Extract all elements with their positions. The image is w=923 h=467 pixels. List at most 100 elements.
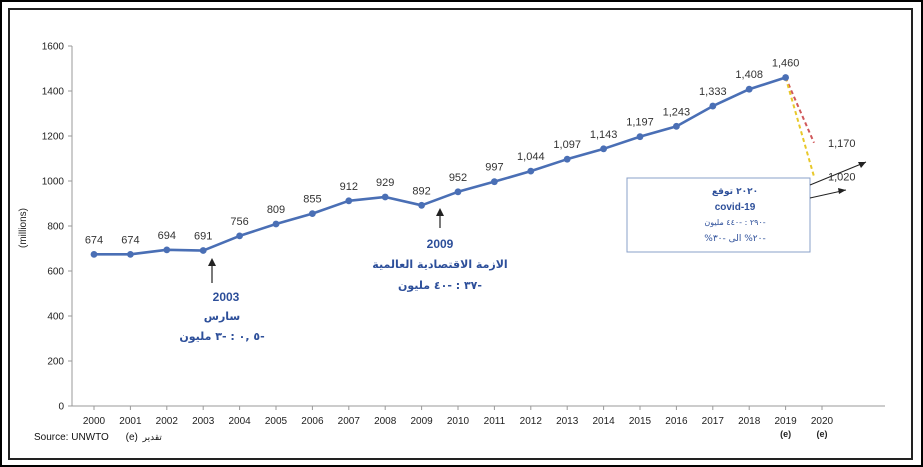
data-label: 1,197 — [626, 117, 654, 129]
y-tick-label: 1000 — [42, 177, 65, 188]
x-tick-sublabel: (e) — [817, 429, 828, 439]
x-tick-label: 2000 — [83, 416, 106, 427]
projection-lines: 1,170 1,020 — [784, 77, 856, 184]
estimate-marker: (e) — [125, 432, 138, 443]
x-tick-label: 2020 — [811, 416, 834, 427]
data-point — [163, 246, 171, 254]
x-tick-label: 2002 — [156, 416, 179, 427]
data-label: 892 — [412, 185, 430, 197]
y-tick-label: 1400 — [42, 87, 65, 98]
data-point — [309, 210, 316, 218]
y-axis-label: (millions) — [18, 208, 29, 248]
y-tick-label: 1200 — [42, 132, 65, 143]
x-tick-label: 2014 — [592, 416, 615, 427]
data-label: 1,243 — [663, 106, 691, 118]
inner-frame — [8, 8, 913, 460]
y-axis-ticks: 0 200 400 600 800 1000 1200 1400 1600 — [42, 42, 72, 413]
x-tick-label: 2006 — [301, 416, 324, 427]
data-label: 1,333 — [699, 86, 727, 98]
projection-line — [784, 77, 815, 177]
projection-line — [784, 77, 815, 144]
data-point — [236, 232, 244, 240]
y-tick-label: 1600 — [42, 42, 65, 53]
series-line — [94, 76, 786, 256]
data-point — [527, 167, 535, 175]
data-point — [272, 220, 280, 228]
annotation-2003-range: -٥ ,٠ : -٣ مليون — [179, 330, 264, 343]
covid-box-border — [626, 177, 811, 253]
y-tick-label: 800 — [47, 222, 64, 233]
x-tick-label: 2017 — [702, 416, 725, 427]
data-point — [563, 155, 571, 163]
y-tick-label: 200 — [47, 357, 64, 368]
estimate-label: تقدير — [142, 432, 162, 442]
projection-label: 1,020 — [828, 172, 856, 184]
data-point — [782, 74, 789, 81]
data-labels: 674 674 694 691 756 809 855 912 929 892 952 997 1,04… — [85, 58, 800, 247]
x-tick-label: 2003 — [192, 416, 215, 427]
data-label: 912 — [340, 181, 358, 193]
x-tick-label: 2001 — [119, 416, 142, 427]
x-tick-label: 2011 — [484, 416, 506, 427]
annotation-2009-range: -٣٧ : -٤٠ مليون — [398, 279, 482, 292]
data-label: 952 — [449, 172, 467, 184]
annotation-2003: 2003 سارس -٥ ,٠ : -٣ مليون — [179, 290, 264, 343]
x-tick-label: 2018 — [738, 416, 761, 427]
covid-box-line4: -٢٠% الى -٣٠% — [704, 234, 765, 244]
data-label: 674 — [85, 234, 103, 246]
data-label: 1,408 — [735, 69, 763, 81]
data-label: 1,097 — [553, 139, 581, 151]
x-tick-label: 2010 — [447, 416, 470, 427]
data-points — [90, 74, 789, 258]
data-point — [745, 85, 753, 93]
data-label: 756 — [230, 216, 248, 228]
data-label: 929 — [376, 177, 394, 189]
data-label: 1,044 — [517, 151, 545, 163]
data-point — [709, 102, 717, 110]
data-point — [454, 188, 462, 196]
annotation-2009-name: الازمة الاقتصادية العالمية — [372, 258, 507, 271]
covid-pointer-arrows — [809, 161, 867, 199]
data-label: 1,460 — [772, 58, 800, 70]
data-label: 809 — [267, 204, 285, 216]
x-tick-label: 2015 — [629, 416, 652, 427]
x-tick-sublabel: (e) — [780, 429, 791, 439]
y-tick-label: 600 — [47, 267, 64, 278]
x-tick-label: 2013 — [556, 416, 579, 427]
event-arrows — [208, 208, 444, 283]
annotation-2003-year: 2003 — [213, 290, 240, 304]
x-tick-label: 2007 — [338, 416, 361, 427]
x-tick-label: 2009 — [410, 416, 433, 427]
source-text: Source: UNWTO — [34, 432, 109, 443]
x-tick-label: 2004 — [228, 416, 251, 427]
annotation-2009-year: 2009 — [427, 237, 454, 251]
data-label: 691 — [194, 231, 212, 243]
x-tick-label: 2019 — [774, 416, 797, 427]
data-point — [418, 201, 425, 209]
source-note: Source: UNWTO (e) تقدير — [34, 432, 162, 443]
data-point — [600, 145, 607, 153]
data-label: 1,143 — [590, 129, 618, 141]
data-label: 674 — [121, 234, 139, 246]
x-tick-label: 2016 — [665, 416, 688, 427]
projection-label: 1,170 — [828, 138, 856, 150]
x-tick-label: 2012 — [520, 416, 543, 427]
x-tick-label: 2005 — [265, 416, 288, 427]
data-point — [90, 250, 98, 258]
data-point — [345, 197, 353, 205]
series-polyline — [94, 76, 786, 256]
annotation-2003-name: سارس — [204, 310, 240, 323]
data-label: 694 — [158, 230, 176, 242]
data-point — [491, 178, 498, 186]
covid-annotation-box: ٢٠٢٠ توقع covid-19 -٢٩٠ : -٤٤٠ مليون -٢٠… — [626, 177, 811, 253]
data-point — [126, 250, 134, 258]
y-tick-label: 0 — [58, 402, 64, 413]
data-point — [381, 193, 389, 201]
annotation-2009: 2009 الازمة الاقتصادية العالمية -٣٧ : -٤… — [372, 237, 507, 292]
data-point — [673, 122, 680, 130]
covid-box-line1: ٢٠٢٠ توقع — [712, 187, 758, 197]
y-tick-label: 400 — [47, 312, 64, 323]
x-tick-label: 2008 — [374, 416, 397, 427]
